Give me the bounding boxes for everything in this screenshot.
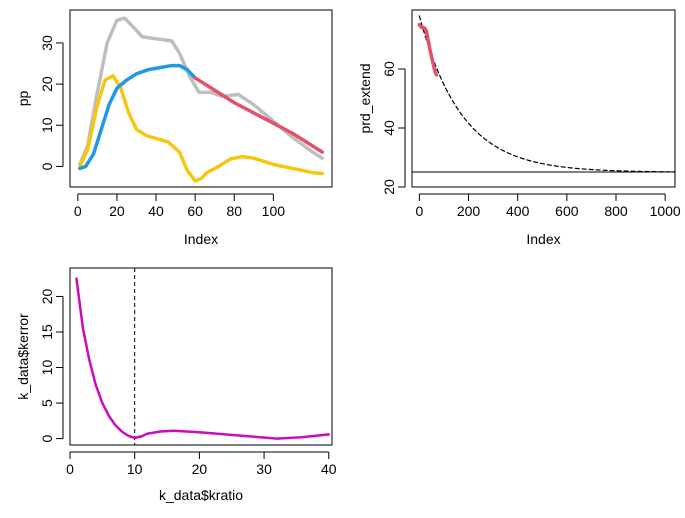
x-tick-label: 10	[127, 461, 143, 477]
x-axis-label: k_data$kratio	[159, 487, 243, 503]
panel-prd-extend: 0 200 400 600 800 1000 20 40 60 Index prd_extend	[357, 9, 681, 247]
y-tick-label: 5	[39, 399, 55, 407]
x-tick-label: 600	[555, 203, 579, 219]
y-axis-label: k_data$kerror	[15, 313, 31, 400]
x-tick-label: 60	[187, 203, 203, 219]
x-tick-label: 0	[415, 203, 423, 219]
x-tick-label: 100	[262, 203, 286, 219]
y-tick-label: 10	[39, 360, 55, 376]
y-tick-label: 20	[39, 288, 55, 304]
series-gray	[78, 16, 324, 167]
plot-frame	[411, 9, 676, 188]
series-red	[417, 23, 439, 77]
y-tick-label: 40	[381, 120, 397, 136]
x-tick-label: 400	[506, 203, 530, 219]
x-tick-label: 40	[148, 203, 164, 219]
panel-kerror: 0 10 20 30 40 0 5 10 15 20 k_data$kratio k_data$ker…	[15, 267, 337, 503]
x-tick-label: 20	[109, 203, 125, 219]
y-tick-label: 20	[381, 179, 397, 195]
y-tick-label: 20	[39, 76, 55, 92]
x-tick-label: 0	[66, 461, 74, 477]
y-tick-label: 10	[39, 117, 55, 133]
series-magenta	[75, 277, 331, 440]
y-tick-label: 0	[39, 435, 55, 443]
x-tick-label: 80	[226, 203, 242, 219]
x-tick-label: 800	[604, 203, 628, 219]
panel-pp: 0 20 40 60 80 100 0 10 20 30 Index pp	[15, 9, 333, 247]
x-tick-label: 40	[321, 461, 337, 477]
plot-frame	[69, 267, 333, 446]
series-dashed-extension	[418, 15, 676, 173]
x-tick-label: 30	[256, 461, 272, 477]
y-axis-label: prd_extend	[357, 63, 373, 133]
x-axis-label: Index	[526, 231, 560, 247]
y-tick-label: 30	[39, 35, 55, 51]
series-yellow	[78, 74, 324, 183]
y-tick-label: 0	[39, 162, 55, 170]
y-tick-label: 15	[39, 324, 55, 340]
y-axis-label: pp	[15, 91, 31, 107]
x-tick-label: 200	[457, 203, 481, 219]
y-tick-label: 60	[381, 61, 397, 77]
series-blue	[78, 63, 197, 171]
plot-frame	[69, 9, 333, 188]
x-tick-label: 20	[192, 461, 208, 477]
x-tick-label: 0	[74, 203, 82, 219]
series-red	[193, 76, 324, 154]
x-axis-label: Index	[184, 231, 218, 247]
x-tick-label: 1000	[650, 203, 681, 219]
